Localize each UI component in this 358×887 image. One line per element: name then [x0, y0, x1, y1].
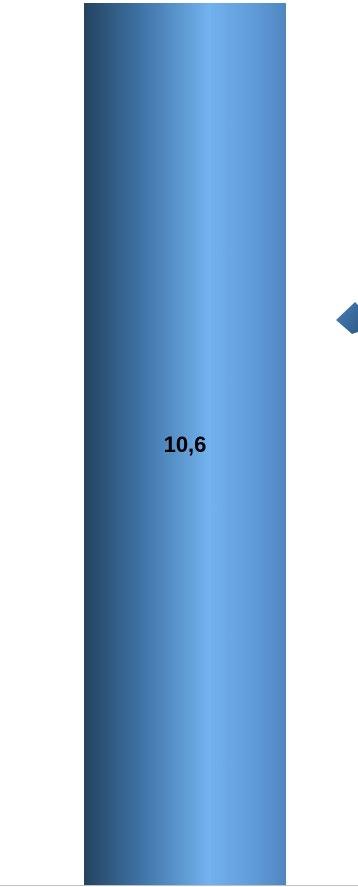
bar-0 — [84, 3, 286, 885]
bars-layer — [84, 3, 286, 885]
partial-marker — [336, 302, 358, 334]
data-labels-layer: 10,6 — [164, 432, 207, 457]
data-label-0: 10,6 — [164, 432, 207, 457]
